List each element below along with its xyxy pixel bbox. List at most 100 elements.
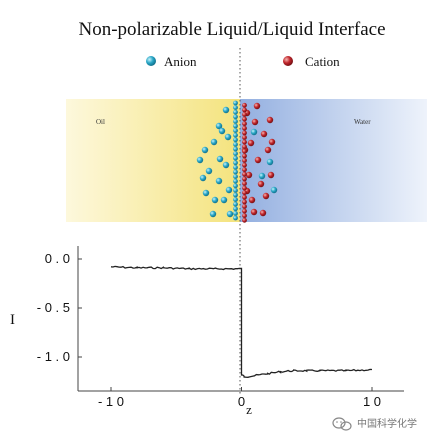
- anion-particle: [270, 186, 278, 194]
- cation-particle: [259, 209, 267, 217]
- anion-particle: [201, 146, 209, 154]
- water-phase-label: Water: [354, 118, 371, 126]
- cation-particle: [242, 167, 247, 173]
- cation-particle: [242, 185, 247, 191]
- cation-particle: [242, 171, 247, 177]
- watermark-text: 中国科学化学: [357, 417, 417, 430]
- cation-particle: [242, 130, 247, 136]
- anion-particle: [220, 196, 228, 204]
- cation-particle: [242, 190, 247, 196]
- anion-particle: [222, 161, 230, 169]
- anion-particle: [233, 160, 238, 166]
- cation-particle: [242, 176, 247, 182]
- cation-particle: [266, 116, 274, 124]
- anion-particle: [233, 146, 238, 152]
- anion-particle: [211, 196, 219, 204]
- cation-particle: [242, 208, 247, 214]
- anion-particle: [226, 210, 234, 218]
- anion-legend-icon: [146, 56, 156, 66]
- anion-particle: [233, 109, 238, 115]
- anion-particle: [233, 197, 238, 203]
- cation-particle: [242, 125, 247, 131]
- cation-particle: [242, 139, 247, 145]
- anion-particle: [233, 174, 238, 180]
- cation-particle: [245, 171, 253, 179]
- cation-particle: [254, 156, 262, 164]
- watermark: 中国科学化学: [332, 417, 417, 431]
- anion-particle: [215, 122, 223, 130]
- anion-particle: [196, 156, 204, 164]
- cation-particle: [242, 213, 247, 219]
- anion-particle: [218, 127, 226, 135]
- cation-particle: [264, 146, 272, 154]
- anion-particle: [224, 133, 232, 141]
- cation-particle: [242, 116, 247, 122]
- cation-particle: [268, 138, 276, 146]
- anion-particle: [233, 123, 238, 129]
- cation-particle: [242, 121, 247, 127]
- cation-particle: [242, 144, 247, 150]
- anion-particle: [266, 158, 274, 166]
- anion-particle: [233, 142, 238, 147]
- cation-particle: [242, 181, 247, 186]
- ion-distribution: [196, 100, 278, 223]
- anion-particle: [233, 100, 238, 106]
- current-profile-chart: 0 . 0 - 0 . 5 - 1 . 0 - 1 0 0 1 0 I z: [10, 246, 404, 417]
- cation-particle: [251, 118, 259, 126]
- anion-particle: [233, 155, 238, 161]
- cation-particle: [248, 196, 256, 204]
- anion-particle: [233, 211, 238, 216]
- x-axis-label: z: [246, 402, 252, 417]
- anion-particle: [233, 132, 238, 138]
- y-tick-label: 0 . 0: [45, 251, 70, 266]
- anion-particle: [202, 189, 210, 197]
- cation-particle: [242, 162, 247, 168]
- y-axis-label: I: [10, 312, 15, 328]
- cation-particle: [242, 199, 247, 205]
- anion-particle: [222, 106, 230, 114]
- anion-legend-label: Anion: [164, 54, 197, 69]
- anion-particle: [233, 201, 238, 207]
- x-tick-label: 1 0: [363, 394, 381, 409]
- cation-particle: [267, 171, 275, 179]
- anion-particle: [233, 137, 238, 143]
- cation-particle: [253, 102, 261, 110]
- anion-particle: [209, 210, 217, 218]
- anion-particle: [233, 105, 238, 110]
- anion-particle: [233, 119, 238, 124]
- cation-particle: [260, 130, 268, 138]
- anion-particle: [199, 174, 207, 182]
- cation-particle: [242, 107, 247, 113]
- anion-particle: [233, 169, 238, 175]
- anion-particle: [233, 165, 238, 170]
- cation-particle: [247, 139, 255, 147]
- anion-particle: [233, 192, 238, 198]
- cation-particle: [242, 153, 247, 159]
- cation-particle: [242, 194, 247, 200]
- anion-particle: [225, 186, 233, 194]
- y-tick-label: - 1 . 0: [37, 349, 70, 364]
- cation-particle: [242, 217, 247, 223]
- anion-particle: [233, 215, 238, 221]
- wechat-logo-icon: [332, 417, 352, 431]
- anion-particle: [233, 183, 238, 189]
- cation-particle: [262, 192, 270, 200]
- cation-particle: [242, 135, 247, 140]
- oil-phase-label: Oil: [96, 118, 105, 126]
- cation-legend-label: Cation: [305, 54, 340, 69]
- y-tick-label: - 0 . 5: [37, 300, 70, 315]
- cation-particle: [242, 158, 247, 163]
- cation-legend-icon: [283, 56, 293, 66]
- anion-particle: [233, 151, 238, 157]
- anion-particle: [233, 178, 238, 184]
- figure-title: Non-polarizable Liquid/Liquid Interface: [78, 19, 385, 40]
- cation-particle: [242, 102, 247, 108]
- cation-particle: [250, 208, 258, 216]
- anion-particle: [258, 172, 266, 180]
- anion-particle: [216, 155, 224, 163]
- cation-particle: [242, 112, 247, 117]
- anion-particle: [233, 114, 238, 120]
- anion-particle: [233, 206, 238, 212]
- anion-particle: [233, 188, 238, 193]
